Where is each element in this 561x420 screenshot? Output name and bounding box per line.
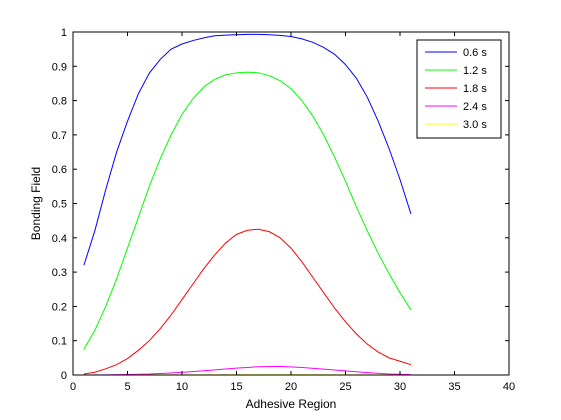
series-line-0 — [83, 33, 412, 266]
series-line-3 — [83, 365, 411, 376]
x-tick-label: 5 — [124, 381, 130, 393]
y-tick-label: 0.4 — [52, 233, 67, 245]
legend-box — [416, 39, 502, 139]
legend-entry-3: 2.4 s — [463, 101, 487, 113]
y-tick-label: 0 — [61, 370, 67, 382]
x-tick-label: 10 — [176, 381, 188, 393]
x-axis-label: Adhesive Region — [246, 397, 337, 411]
legend-entry-4: 3.0 s — [463, 119, 487, 131]
x-tick-label: 40 — [503, 381, 515, 393]
y-tick-label: 0.1 — [52, 336, 67, 348]
y-tick-label: 0.9 — [52, 61, 67, 73]
y-tick-label: 0.8 — [52, 96, 67, 108]
y-tick-label: 0.2 — [52, 301, 67, 313]
series-line-1 — [83, 71, 412, 350]
series-line-2 — [83, 228, 412, 375]
plot-area — [83, 33, 412, 376]
x-tick-label: 30 — [394, 381, 406, 393]
y-tick-label: 0.7 — [52, 130, 67, 142]
legend-entry-1: 1.2 s — [463, 65, 487, 77]
y-tick-label: 1 — [61, 27, 67, 39]
y-tick-label: 0.6 — [52, 164, 67, 176]
y-tick-label: 0.5 — [52, 199, 67, 211]
x-tick-label: 20 — [285, 381, 297, 393]
legend-entry-0: 0.6 s — [463, 47, 487, 59]
x-tick-label: 35 — [448, 381, 460, 393]
y-axis-label: Bonding Field — [29, 167, 43, 240]
x-tick-label: 25 — [339, 381, 351, 393]
y-tick-label: 0.3 — [52, 267, 67, 279]
x-tick-label: 0 — [70, 381, 76, 393]
legend-entry-2: 1.8 s — [463, 83, 487, 95]
axes: 0 5 10 15 20 25 30 35 40 0 0.1 0.2 0.3 0.4 0.5 0.6 0.7 0.… — [52, 27, 515, 393]
x-tick-label: 15 — [230, 381, 242, 393]
legend: 0.6 s 1.2 s 1.8 s 2.4 s 3.0 s — [416, 39, 502, 139]
